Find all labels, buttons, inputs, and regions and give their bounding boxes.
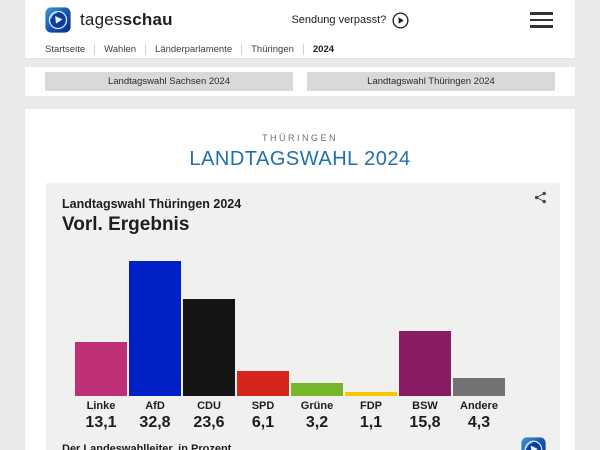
chart-bar <box>129 261 181 396</box>
chart-bar <box>237 370 289 396</box>
party-label: AfD <box>145 400 165 412</box>
party-value: 4,3 <box>467 414 491 431</box>
chart-bar <box>399 331 451 396</box>
chart-bar-column: AfD 32,8 <box>129 256 181 432</box>
party-value: 32,8 <box>139 414 171 431</box>
chart-bar <box>75 342 127 396</box>
brand-text: tagesschau <box>80 10 173 30</box>
chart-bar-column: FDP 1,1 <box>345 256 397 432</box>
menu-icon[interactable] <box>528 10 555 30</box>
page-title: LANDTAGSWAHL 2024 <box>189 148 411 170</box>
brand-link[interactable]: tagesschau <box>45 7 173 33</box>
share-icon[interactable] <box>534 191 547 204</box>
header: tagesschau Sendung verpasst? Startseite … <box>25 0 575 59</box>
sendung-verpasst-label: Sendung verpasst? <box>291 14 387 26</box>
party-value: 3,2 <box>305 414 329 431</box>
chart-bar <box>183 298 235 396</box>
page-kicker: THÜRINGEN <box>262 133 338 143</box>
chart-bar-area <box>399 256 451 396</box>
chart-columns: Linke 13,1 AfD 32,8 CDU 23,6 SPD 6,1 Grü… <box>75 256 544 432</box>
breadcrumb: Startseite Wahlen Länderparlamente Thüri… <box>25 40 575 59</box>
chart-bar-area <box>183 256 235 396</box>
breadcrumb-item-laenderparlamente[interactable]: Länderparlamente <box>145 43 241 55</box>
chart-title: Vorl. Ergebnis <box>62 214 190 235</box>
sendung-verpasst[interactable]: Sendung verpasst? <box>173 11 528 29</box>
play-icon[interactable] <box>392 11 409 29</box>
tab-thueringen-2024[interactable]: Landtagswahl Thüringen 2024 <box>307 72 555 91</box>
chart-bar <box>345 391 397 396</box>
chart-bar-column: BSW 15,8 <box>399 256 451 432</box>
brand-part1: tages <box>80 10 123 29</box>
party-label: SPD <box>251 400 275 412</box>
chart-bar-area <box>453 256 505 396</box>
election-tabs: Landtagswahl Sachsen 2024 Landtagswahl T… <box>25 67 575 96</box>
header-top: tagesschau Sendung verpasst? <box>25 0 575 40</box>
chart-bar-column: Grüne 3,2 <box>291 256 343 432</box>
chart-subtitle: Landtagswahl Thüringen 2024 <box>62 197 242 211</box>
party-label: CDU <box>197 400 221 412</box>
chart-bar-area <box>291 256 343 396</box>
party-label: Linke <box>86 400 116 412</box>
party-value: 13,1 <box>85 414 117 431</box>
breadcrumb-item-startseite[interactable]: Startseite <box>45 43 86 55</box>
party-value: 1,1 <box>359 414 383 431</box>
chart-bar-area <box>75 256 127 396</box>
party-value: 6,1 <box>251 414 275 431</box>
chart-bar <box>453 378 505 396</box>
chart-bar <box>291 382 343 396</box>
party-value: 23,6 <box>193 414 225 431</box>
chart-bar-area <box>129 256 181 396</box>
chart-bar-area <box>237 256 289 396</box>
party-label: Grüne <box>300 400 334 412</box>
chart-bar-area <box>345 256 397 396</box>
chart-bar-column: Linke 13,1 <box>75 256 127 432</box>
breadcrumb-item-thueringen[interactable]: Thüringen <box>241 43 303 55</box>
tagesschau-logo-icon <box>45 7 71 33</box>
tab-sachsen-2024[interactable]: Landtagswahl Sachsen 2024 <box>45 72 293 91</box>
chart-bar-column: SPD 6,1 <box>237 256 289 432</box>
chart-bar-column: Andere 4,3 <box>453 256 505 432</box>
chart-source: Der Landeswahlleiter, in Prozent <box>62 443 232 450</box>
party-label: BSW <box>412 400 438 412</box>
party-label: FDP <box>360 400 382 412</box>
tagesschau-watermark-icon <box>521 437 546 450</box>
chart-bar-column: CDU 23,6 <box>183 256 235 432</box>
brand-part2: schau <box>122 10 173 29</box>
party-value: 15,8 <box>409 414 441 431</box>
main-content: THÜRINGEN LANDTAGSWAHL 2024 Landtagswahl… <box>25 109 575 450</box>
breadcrumb-item-wahlen[interactable]: Wahlen <box>94 43 145 55</box>
breadcrumb-item-2024[interactable]: 2024 <box>302 43 343 55</box>
result-chart-card: Landtagswahl Thüringen 2024 Vorl. Ergebn… <box>46 183 560 450</box>
party-label: Andere <box>460 400 498 412</box>
